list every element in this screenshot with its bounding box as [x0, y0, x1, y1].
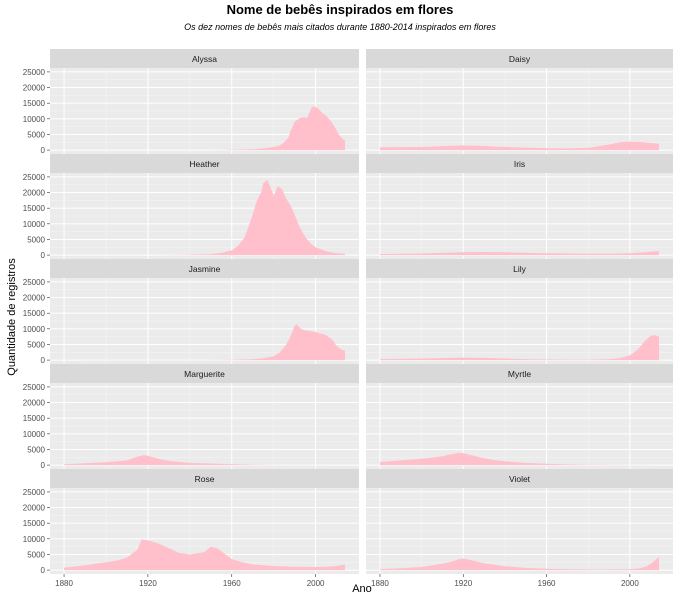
facet-strip-label: Myrtle [508, 369, 531, 379]
facet-iris: Iris [366, 154, 673, 259]
x-tick-label: 1920 [454, 579, 472, 588]
y-tick-label: 15000 [23, 309, 46, 318]
series-area-lily [380, 335, 659, 361]
facet-jasmine: Jasmine 0 5000 10000 15000 20000 25000 [23, 259, 359, 365]
y-tick-label: 15000 [23, 519, 46, 528]
x-tick-label: 1960 [223, 579, 241, 588]
y-tick-label: 20000 [23, 189, 46, 198]
facet-strip-label: Alyssa [192, 54, 217, 64]
facet-alyssa: Alyssa 0 5000 10000 15000 20000 25000 [23, 49, 359, 155]
series-area-daisy [380, 141, 659, 151]
facet-rose: Rose 0 5000 10000 15000 20000 25000 1880 1920 196… [23, 469, 359, 588]
x-tick-label: 1880 [55, 579, 73, 588]
facet-strip [366, 154, 673, 173]
series-area-myrtle [380, 452, 659, 466]
y-tick-label: 10000 [23, 115, 46, 124]
facet-myrtle: Myrtle [366, 364, 673, 469]
y-tick-label: 20000 [23, 399, 46, 408]
y-tick-label: 5000 [27, 340, 45, 349]
y-tick-label: 10000 [23, 430, 46, 439]
facet-strip-label: Marguerite [184, 369, 225, 379]
y-tick-label: 25000 [23, 383, 46, 392]
y-tick-label: 5000 [27, 235, 45, 244]
facet-lily: Lily [366, 259, 673, 364]
facet-strip-label: Violet [509, 474, 531, 484]
facet-violet: Violet 1880 1920 1960 2000 [366, 469, 673, 588]
series-area-violet [380, 556, 659, 571]
y-tick-label: 10000 [23, 325, 46, 334]
chart-subtitle: Os dez nomes de bebês mais citados duran… [184, 22, 496, 32]
facet-strip-label: Rose [195, 474, 215, 484]
y-tick-label: 5000 [27, 130, 45, 139]
facet-strip [366, 259, 673, 278]
x-tick-label: 2000 [307, 579, 325, 588]
facet-strip [366, 469, 673, 488]
y-tick-label: 0 [41, 251, 46, 260]
facet-strip-label: Daisy [509, 54, 531, 64]
x-tick-label: 1960 [538, 579, 556, 588]
y-tick-label: 25000 [23, 173, 46, 182]
facet-strip [50, 259, 359, 278]
facet-daisy: Daisy [366, 49, 673, 154]
x-tick-label: 1920 [139, 579, 157, 588]
series-area-iris [380, 251, 659, 256]
x-tick-label: 2000 [621, 579, 639, 588]
y-axis-label: Quantidade de registros [6, 258, 18, 376]
series-area-heather [64, 180, 345, 256]
facet-strip [50, 364, 359, 383]
x-tick-label: 1880 [371, 579, 389, 588]
y-tick-label: 10000 [23, 535, 46, 544]
series-area-rose [64, 539, 345, 571]
y-tick-label: 25000 [23, 488, 46, 497]
y-tick-label: 25000 [23, 68, 46, 77]
facet-heather: Heather 0 5000 10000 15000 20000 25000 [23, 154, 359, 260]
y-tick-label: 0 [41, 356, 46, 365]
y-tick-label: 15000 [23, 99, 46, 108]
y-tick-label: 0 [41, 461, 46, 470]
series-area-marguerite [64, 455, 345, 466]
facet-strip [366, 364, 673, 383]
facet-strip-label: Jasmine [189, 264, 221, 274]
chart-title: Nome de bebês inspirados em flores [226, 2, 454, 17]
series-area-alyssa [64, 106, 345, 151]
y-tick-label: 0 [41, 146, 46, 155]
y-tick-label: 5000 [27, 550, 45, 559]
facet-marguerite: Marguerite 0 5000 10000 15000 20000 25000 [23, 364, 359, 470]
facet-strip [50, 469, 359, 488]
facet-strip [50, 49, 359, 68]
y-tick-label: 0 [41, 566, 46, 575]
y-tick-label: 5000 [27, 445, 45, 454]
y-tick-label: 20000 [23, 84, 46, 93]
facet-panels: Alyssa0500010000150002000025000DaisyHeat… [23, 49, 673, 588]
x-axis-label: Ano [352, 583, 372, 595]
series-area-jasmine [64, 324, 345, 361]
y-tick-label: 10000 [23, 220, 46, 229]
facet-strip-label: Iris [514, 159, 525, 169]
y-tick-label: 15000 [23, 204, 46, 213]
facet-strip-label: Lily [513, 264, 527, 274]
y-tick-label: 20000 [23, 504, 46, 513]
facet-strip [50, 154, 359, 173]
y-tick-label: 25000 [23, 278, 46, 287]
facet-strip-label: Heather [189, 159, 219, 169]
y-tick-label: 20000 [23, 294, 46, 303]
facet-strip [366, 49, 673, 68]
y-tick-label: 15000 [23, 414, 46, 423]
